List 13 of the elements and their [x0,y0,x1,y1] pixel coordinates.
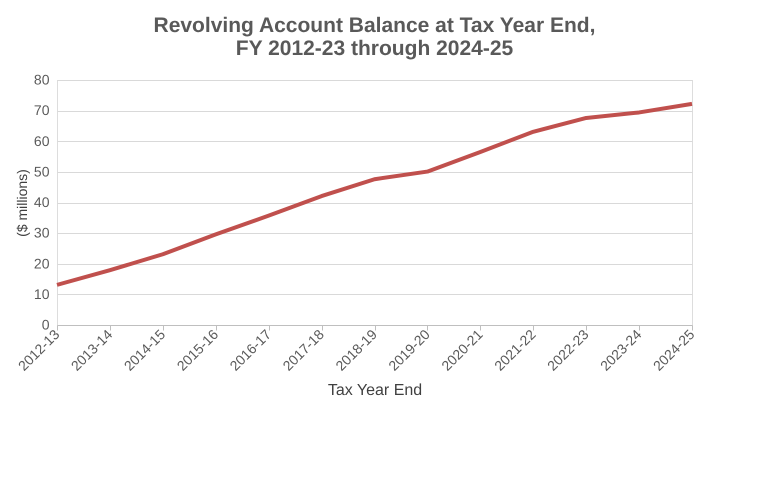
y-tick-label: 40 [34,194,50,210]
chart-title: Revolving Account Balance at Tax Year End, FY 2012-23 through 2024-25 [154,14,596,60]
y-axis-title: ($ millions) [14,169,30,237]
y-tick-label: 20 [34,255,50,272]
y-tick-label: 30 [34,224,50,241]
y-tick-label: 80 [34,72,50,88]
y-tick-label: 0 [42,316,50,332]
y-tick-label: 50 [34,163,50,180]
x-axis-title: Tax Year End [328,382,422,399]
line-series [55,102,694,287]
y-tick-label: 70 [34,102,50,118]
y-tick-label: 10 [34,286,50,302]
y-tick-label: 60 [34,132,50,149]
